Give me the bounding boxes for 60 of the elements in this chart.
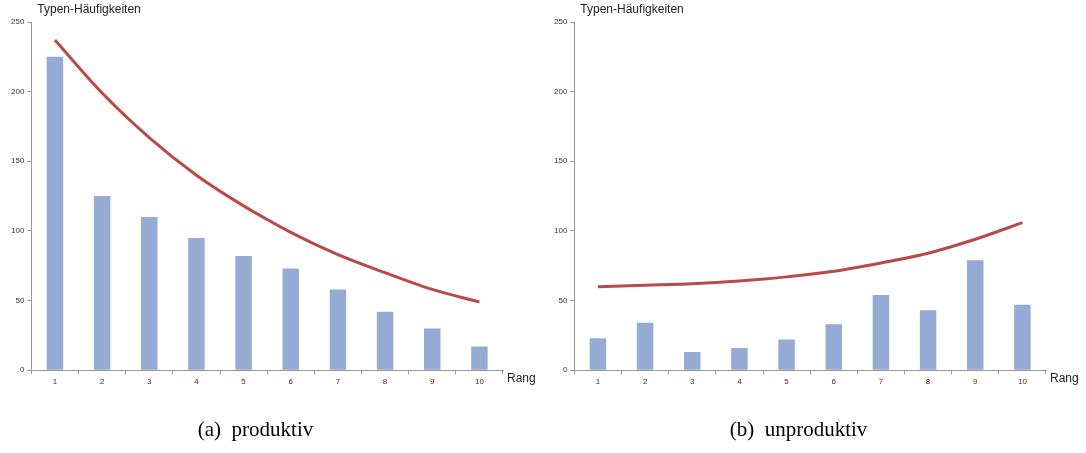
x-axis-title: Rang bbox=[1050, 370, 1079, 385]
x-tick-label: 5 bbox=[784, 377, 790, 387]
y-tick-label: 200 bbox=[10, 86, 25, 96]
y-axis-title: Typen-Häufigkeiten bbox=[37, 2, 141, 17]
bar bbox=[235, 255, 252, 370]
bar bbox=[1014, 304, 1031, 370]
text: (b) unproduktiv bbox=[729, 416, 868, 441]
bar bbox=[376, 311, 394, 370]
x-tick-label: 2 bbox=[642, 377, 648, 387]
bar bbox=[93, 196, 111, 370]
y-tick-label: 100 bbox=[10, 226, 25, 236]
x-axis-title: Rang bbox=[507, 370, 536, 385]
x-tick-label: 8 bbox=[925, 377, 931, 387]
bar bbox=[46, 56, 64, 370]
bar bbox=[329, 289, 347, 370]
bar bbox=[424, 328, 441, 370]
x-tick-label: 7 bbox=[878, 377, 884, 387]
bar bbox=[684, 352, 701, 370]
y-tick-label: 50 bbox=[15, 295, 25, 305]
y-tick-label: 50 bbox=[558, 295, 568, 305]
y-tick-label: 150 bbox=[10, 156, 25, 166]
x-tick-label: 1 bbox=[52, 377, 58, 387]
x-tick-label: 9 bbox=[430, 377, 436, 387]
x-tick-label: 10 bbox=[474, 377, 485, 387]
x-tick-label: 6 bbox=[288, 377, 294, 387]
bar bbox=[589, 338, 607, 370]
x-tick-label: 2 bbox=[99, 377, 105, 387]
y-tick-label: 100 bbox=[553, 226, 568, 236]
x-tick-label: 4 bbox=[737, 377, 743, 387]
y-tick-label: 150 bbox=[553, 156, 568, 166]
bar bbox=[636, 322, 654, 370]
y-tick-label: 0 bbox=[19, 365, 25, 375]
y-axis-title: Typen-Häufigkeiten bbox=[580, 2, 684, 17]
x-tick-label: 5 bbox=[241, 377, 247, 387]
bar bbox=[872, 294, 890, 370]
y-tick-label: 250 bbox=[553, 17, 568, 27]
x-tick-label: 7 bbox=[335, 377, 341, 387]
x-tick-label: 9 bbox=[973, 377, 979, 387]
x-tick-label: 1 bbox=[595, 377, 601, 387]
bar bbox=[282, 268, 300, 370]
x-tick-label: 3 bbox=[147, 377, 153, 387]
bar bbox=[825, 324, 843, 370]
y-tick-label: 0 bbox=[562, 365, 568, 375]
bar bbox=[471, 346, 488, 370]
bar bbox=[778, 339, 795, 370]
line-series bbox=[53, 38, 481, 304]
x-tick-label: 8 bbox=[382, 377, 388, 387]
x-tick-label: 10 bbox=[1017, 377, 1028, 387]
x-tick-label: 6 bbox=[831, 377, 837, 387]
bar bbox=[141, 216, 158, 370]
x-tick-label: 3 bbox=[690, 377, 696, 387]
x-tick-label: 4 bbox=[194, 377, 200, 387]
line-series bbox=[596, 221, 1024, 289]
bar bbox=[919, 310, 937, 370]
y-tick-label: 250 bbox=[10, 17, 25, 27]
text: (a) produktiv bbox=[197, 416, 314, 441]
bar bbox=[967, 260, 984, 370]
bar bbox=[731, 347, 748, 370]
y-tick-label: 200 bbox=[553, 86, 568, 96]
bar bbox=[188, 237, 205, 370]
